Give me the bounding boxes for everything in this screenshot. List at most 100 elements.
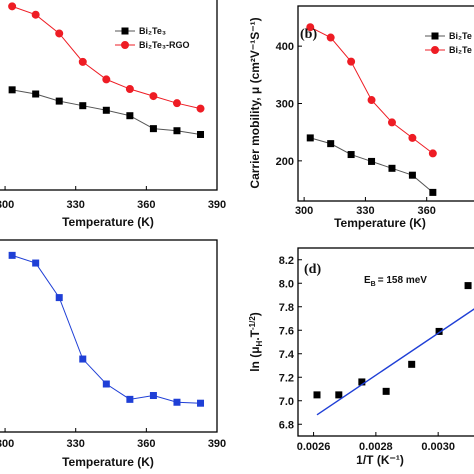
annot-e: E (364, 275, 371, 286)
data-point (55, 29, 64, 38)
data-point (306, 134, 314, 142)
ylabel-d-sub: H (255, 340, 264, 346)
data-point (149, 92, 158, 101)
panel-b-frame (297, 5, 474, 202)
x-tick-label: 390 (208, 438, 226, 450)
x-tick-label: 0.0026 (297, 441, 331, 453)
data-point (78, 57, 87, 66)
x-tick-label: 300 (295, 205, 313, 217)
data-point (428, 149, 437, 158)
data-point (172, 99, 181, 108)
panel-b-xlabel: Temperature (K) (334, 216, 426, 230)
data-point (149, 392, 157, 400)
legend-marker-bi2te3-rgo (121, 41, 129, 49)
x-tick-label: 0.0028 (359, 441, 393, 453)
y-tick-label: 7.4 (279, 349, 295, 361)
legend-marker-b-bi2te3 (431, 32, 439, 40)
data-point (347, 57, 356, 66)
y-tick-label: 300 (276, 99, 294, 111)
data-point (197, 130, 205, 138)
legend-label-b-bi2te3: Bi₂Te (449, 31, 472, 41)
x-tick-label: 390 (208, 199, 226, 211)
y-tick-label: 200 (276, 156, 294, 168)
data-point (102, 380, 110, 388)
ylabel-d-rest: .T (248, 329, 262, 340)
annot-sub: B (371, 281, 376, 288)
panel-c-ticks: 300 330 360 390 (0, 428, 226, 450)
data-point (464, 282, 472, 290)
data-point (8, 2, 17, 11)
data-point (196, 104, 205, 113)
data-point (149, 125, 157, 133)
data-point (335, 391, 343, 399)
legend-marker-b-bi2te3-rgo (431, 46, 439, 54)
y-tick-label: 7.8 (279, 302, 294, 314)
y-tick-label: 8.2 (279, 255, 294, 267)
panel-a-legend: Bi₂Te₃ Bi₂Te₃-RGO (115, 26, 190, 50)
data-point (358, 378, 366, 386)
data-point (435, 327, 443, 335)
data-point (382, 387, 390, 395)
ylabel-d-end: ) (248, 312, 262, 316)
legend-label-bi2te3: Bi₂Te₃ (139, 26, 166, 36)
x-tick-label: 300 (0, 199, 14, 211)
data-point (125, 84, 134, 93)
data-point (408, 360, 416, 368)
data-point (387, 118, 396, 127)
data-point (367, 96, 376, 105)
series-line (11, 5, 201, 110)
panel-d-activation-energy-label: EB = 158 meV (364, 275, 427, 288)
panel-d-frame (297, 247, 474, 437)
data-point (388, 164, 396, 172)
panel-d-ticks: 0.0026 0.0028 0.0030 6.8 7.0 7.2 7.4 7.6 7.8 8.0 8… (279, 255, 455, 453)
data-point (55, 97, 63, 105)
data-point (102, 106, 110, 114)
y-tick-label: 7.6 (279, 325, 294, 337)
y-tick-label: 7.0 (279, 396, 294, 408)
data-point (347, 151, 355, 159)
data-point (8, 251, 16, 259)
panel-c-marks (8, 251, 205, 407)
panel-a-xlabel: Temperature (K) (62, 215, 154, 229)
panel-d-ylabel: ln (μH.T-1/2) (248, 312, 264, 372)
fit-line (316, 308, 474, 416)
annot-rest: = 158 meV (378, 275, 428, 286)
data-point (32, 259, 40, 267)
data-point (55, 294, 63, 302)
data-point (327, 140, 335, 148)
panel-b-ticks: 300 330 360 200 300 400 (276, 41, 436, 217)
y-tick-label: 8.0 (279, 278, 294, 290)
data-point (408, 133, 417, 142)
y-tick-label: 6.8 (279, 419, 294, 431)
data-point (306, 23, 315, 32)
data-point (8, 86, 16, 94)
data-point (32, 90, 40, 98)
ylabel-d-sup: -1/2 (248, 316, 257, 330)
panel-a-marks (8, 2, 205, 138)
data-point (31, 10, 40, 19)
series-line (310, 26, 434, 154)
x-tick-label: 360 (137, 438, 155, 450)
y-tick-label: 7.2 (279, 372, 294, 384)
legend-label-bi2te3-rgo: Bi₂Te₃-RGO (139, 40, 190, 50)
panel-c-temperature-plot: 300 330 360 390 Temperature (K) (0, 239, 226, 469)
legend-label-b-bi2te3-rgo: Bi₂Te (449, 45, 472, 55)
panel-d-arrhenius-plot: 0.0026 0.0028 0.0030 6.8 7.0 7.2 7.4 7.6 7.8 8.0 8… (248, 247, 474, 467)
panel-a-temperature-plot: 300 330 360 390 Bi₂Te₃ Bi₂Te₃-RGO Temperatu… (0, 0, 226, 229)
x-tick-label: 300 (0, 438, 14, 450)
data-point (173, 127, 181, 135)
data-point (197, 399, 205, 407)
panel-c-xlabel: Temperature (K) (62, 455, 154, 469)
data-point (429, 188, 437, 196)
panel-d-xlabel: 1/T (K⁻¹) (356, 453, 404, 467)
x-tick-label: 360 (137, 199, 155, 211)
data-point (126, 395, 134, 403)
panel-a-ticks: 300 330 360 390 (0, 186, 226, 211)
panel-b-label: (b) (300, 27, 317, 42)
data-point (173, 398, 181, 406)
data-point (368, 157, 376, 165)
data-point (408, 171, 416, 179)
panel-d-label: (d) (304, 262, 321, 277)
ylabel-d-main: ln (μ (248, 346, 262, 371)
